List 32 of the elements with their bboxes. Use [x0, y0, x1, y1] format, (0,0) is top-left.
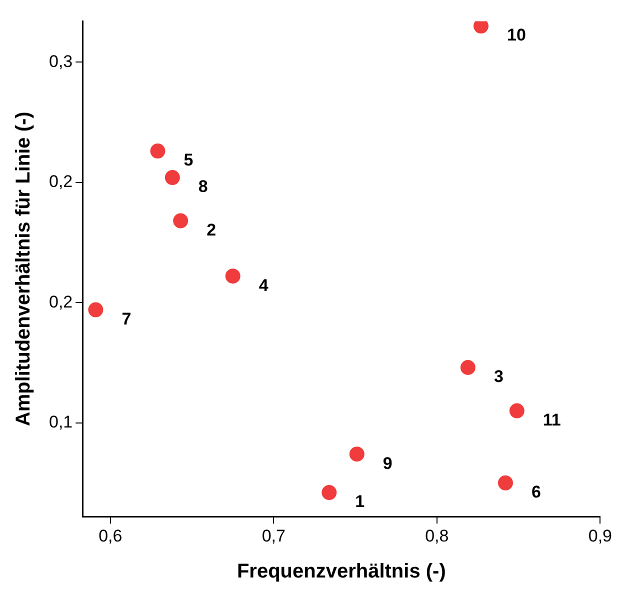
y-tick-label: 0,2: [48, 292, 73, 312]
annotation: 6: [531, 482, 541, 502]
point: [173, 213, 188, 228]
point: [498, 475, 513, 490]
point: [150, 144, 166, 159]
point: [349, 446, 364, 462]
annotation: 10: [507, 26, 526, 45]
annotation: 11: [542, 410, 561, 430]
point: [225, 268, 240, 284]
annotation: 8: [198, 177, 208, 196]
point: [164, 170, 180, 186]
annotation: 1: [355, 492, 365, 512]
y-tick-label: 0,3: [48, 52, 73, 71]
x-tick-label: 0,6: [98, 526, 122, 546]
annotation: 4: [258, 276, 269, 295]
point: [460, 360, 476, 375]
y-tick-label: 0,2: [48, 172, 73, 192]
y-tick-label: 0,1: [48, 412, 73, 432]
annotation: 7: [122, 309, 132, 328]
point: [509, 403, 524, 418]
x-tick-label: 0,9: [588, 526, 612, 546]
x-tick-label: 0,7: [262, 526, 286, 546]
annotation: 3: [494, 367, 504, 386]
x-axis-title: Frequenzverhältnis (-): [236, 560, 446, 583]
annotation: 9: [382, 454, 392, 473]
point: [322, 485, 337, 500]
point: [88, 302, 104, 318]
annotation: 5: [184, 150, 194, 170]
x-tick-label: 0,8: [425, 526, 449, 546]
annotation: 2: [206, 220, 216, 240]
y-axis-title: Amplitudenverhältnis für Linie (-): [12, 112, 35, 426]
point: [474, 21, 488, 34]
